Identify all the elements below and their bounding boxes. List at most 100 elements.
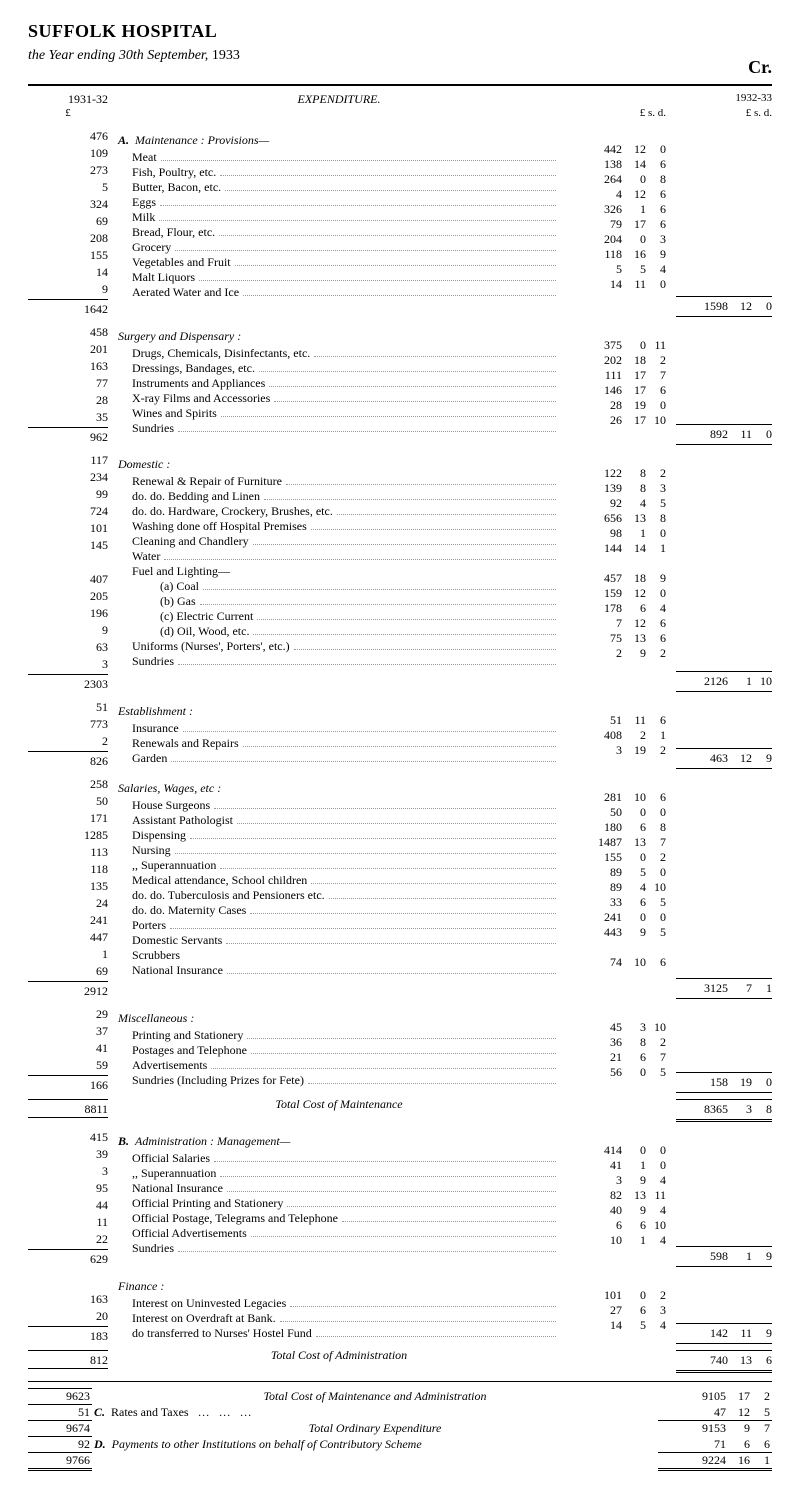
line-amount: 20403 [570,232,666,247]
line-item: Uniforms (Nurses', Porters', etc.) [132,639,560,654]
line-item: Official Salaries [132,1151,560,1166]
line-item: (c) Electric Current [160,609,560,624]
line-item: Eggs [132,195,560,210]
ledger-group: 25850171128511311813524241447169 2912 Sa… [28,775,772,999]
prior-year-subtotal: 183 [28,1326,108,1344]
line-item: do. do. Bedding and Linen [132,489,560,504]
line-amount: 261710 [570,413,666,428]
prior-year-column: 517732 826 [28,698,108,769]
grand-row-final: 9766 9224161 [28,1452,772,1469]
line-item: Scrubbers [132,948,560,963]
line-item: Official Postage, Telegrams and Telephon… [132,1211,560,1226]
prior-year-subtotal: 826 [28,751,108,769]
period-subtitle: the Year ending 30th September, 1933 [28,47,240,65]
group-subtotal: 142119 [676,1273,772,1344]
line-item: (d) Oil, Wood, etc. [160,624,560,639]
ledger-group: 29374159 166 Miscellaneous : Printing an… [28,1005,772,1093]
group-title: Salaries, Wages, etc : [118,781,560,796]
line-amount: 51116 [570,713,666,728]
line-item: Sundries [132,1241,560,1256]
line-amount: 9245 [570,496,666,511]
line-item: Instruments and Appliances [132,376,560,391]
line-item: do. do. Maternity Cases [132,903,560,918]
line-amount: 9810 [570,526,666,541]
line-amount: 79176 [570,217,666,232]
line-amount: 2167 [570,1050,666,1065]
group-title: Surgery and Dispensary : [118,329,560,344]
document-page: SUFFOLK HOSPITAL the Year ending 30th Se… [0,0,800,1499]
heading-rule [28,84,772,86]
group-amounts: 2811065000180681487137155028950894103365… [570,775,666,999]
line-amount: 202182 [570,353,666,368]
line-item: Printing and Stationery [132,1028,560,1043]
prior-year-subtotal: 2912 [28,981,108,999]
line-amount: 10102 [570,1288,666,1303]
line-amount: 442120 [570,142,666,157]
line-amount: 2763 [570,1303,666,1318]
line-item: Milk [132,210,560,225]
group-title: Domestic : [118,457,560,472]
line-amount: 13983 [570,481,666,496]
prior-year-subtotal: 962 [28,427,108,445]
line-item: Domestic Servants [132,933,560,948]
line-amount: 159120 [570,586,666,601]
line-amount: 15502 [570,850,666,865]
line-item: Official Printing and Stationery [132,1196,560,1211]
line-item: Sundries (Including Prizes for Fete) [132,1073,560,1088]
line-amount: 45310 [570,1020,666,1035]
line-amount: 3365 [570,895,666,910]
group-subtotal: 312571 [676,775,772,999]
line-item: National Insurance [132,1181,560,1196]
prior-year-column: 41539395441122 629 [28,1128,108,1267]
hospital-title: SUFFOLK HOSPITAL [28,20,240,43]
line-item: Washing done off Hospital Premises [132,519,560,534]
line-item: Renewal & Repair of Furniture [132,474,560,489]
line-amount: 32616 [570,202,666,217]
line-amount: 8950 [570,865,666,880]
group-amounts: 4421201381462640841263261679176204031181… [570,127,666,317]
line-amount: 457189 [570,571,666,586]
line-item: Sundries [132,421,560,436]
line-item: ,, Superannuation [132,1166,560,1181]
line-item: Water [132,549,560,564]
line-item: X-ray Films and Accessories [132,391,560,406]
group-lines: House SurgeonsAssistant PathologistDispe… [132,798,560,978]
line-item: Official Advertisements [132,1226,560,1241]
line-amount: 4110 [570,1158,666,1173]
line-amount: 394 [570,1173,666,1188]
line-amount: 7126 [570,616,666,631]
line-amount: 292 [570,646,666,661]
line-item: Assistant Pathologist [132,813,560,828]
line-amount: 118169 [570,247,666,262]
right-lsd-head: £ s. d. [676,107,772,121]
line-amount: 40821 [570,728,666,743]
group-title: A.Maintenance : Provisions— [118,133,560,148]
line-item: Insurance [132,721,560,736]
group-amounts: 51116408213192 [570,698,666,769]
line-item: National Insurance [132,963,560,978]
group-title: B.Administration : Management— [118,1134,560,1149]
ledger-group: 11723499724101145 4072051969633 2303 Dom… [28,451,772,692]
line-amount: 138146 [570,157,666,172]
line-amount: 3682 [570,1035,666,1050]
line-item: Fuel and Lighting— [132,564,560,579]
group-subtotal: 158190 [676,1005,772,1093]
group-lines: Interest on Uninvested LegaciesInterest … [132,1296,560,1341]
ledger-group: 16320 183 Finance : Interest on Uninvest… [28,1273,772,1344]
line-item: Aerated Water and Ice [132,285,560,300]
line-amount: 44395 [570,925,666,940]
line-amount: 146176 [570,383,666,398]
group-lines: MeatFish, Poultry, etc.Butter, Bacon, et… [132,150,560,300]
line-amount: 375011 [570,338,666,353]
line-amount: 5605 [570,1065,666,1080]
prior-year-column: 458201163772835 962 [28,323,108,445]
group-subtotal: 59819 [676,1128,772,1267]
line-item: (a) Coal [160,579,560,594]
line-amount: 554 [570,262,666,277]
group-subtotal: 1598120 [676,127,772,317]
line-amount: 1454 [570,1318,666,1333]
line-amount: 281106 [570,790,666,805]
line-amount: 17864 [570,601,666,616]
prior-year-subtotal: 629 [28,1249,108,1267]
group-amounts: 37501120218211117714617628190261710 [570,323,666,445]
